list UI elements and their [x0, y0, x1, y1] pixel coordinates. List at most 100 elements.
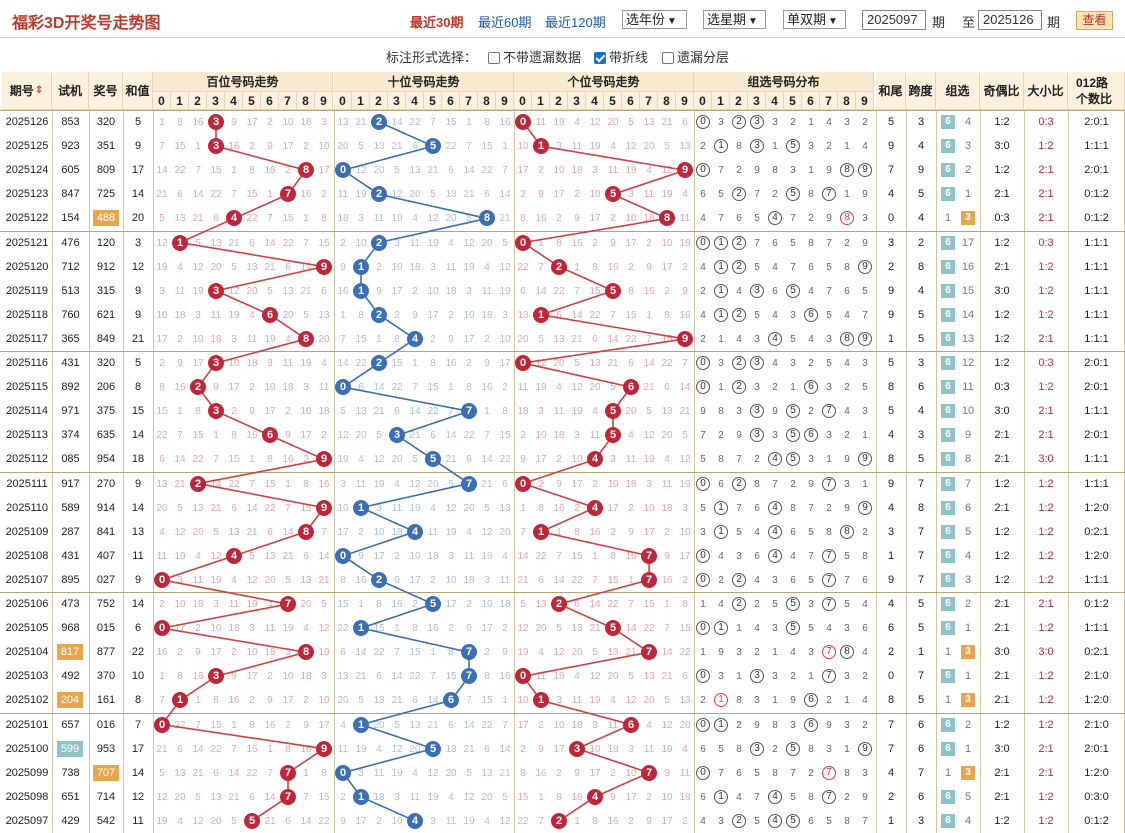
group-missing[interactable]: 1	[944, 766, 952, 779]
group-missing[interactable]: 14	[961, 308, 975, 321]
checkbox-checked-icon[interactable]	[594, 52, 606, 64]
group-digit-ring: 5	[786, 187, 800, 202]
missing-count: 5	[826, 309, 832, 321]
range-link-30[interactable]: 最近30期	[410, 15, 464, 30]
odd-even-ratio: 1:2	[994, 573, 1010, 586]
group-missing[interactable]: 11	[962, 381, 974, 394]
checkbox-icon[interactable]	[662, 52, 674, 64]
period-number: 2025100	[5, 742, 49, 755]
trial-number: 429	[61, 814, 80, 827]
group-missing[interactable]: 1	[944, 212, 952, 225]
sort-icon[interactable]: ⇕	[34, 85, 44, 96]
missing-count: 22	[481, 165, 493, 177]
missing-count: 1	[249, 454, 255, 466]
missing-count: 10	[463, 309, 475, 321]
group-missing[interactable]: 6	[964, 501, 972, 514]
group-missing[interactable]: 5	[964, 790, 972, 803]
option-with-lines[interactable]: 带折线	[594, 47, 648, 66]
sum-value: 17	[131, 742, 145, 755]
ball-units: 7	[641, 571, 657, 588]
missing-count: 1	[412, 358, 418, 369]
group-missing[interactable]: 4	[964, 549, 972, 562]
group-missing[interactable]: 16	[961, 260, 975, 273]
missing-count: 16	[625, 550, 637, 562]
group-missing[interactable]: 8	[964, 453, 972, 466]
missing-count: 20	[553, 358, 565, 369]
missing-count: 6	[159, 454, 165, 466]
missing-count: 5	[862, 285, 868, 297]
group-missing[interactable]: 1	[964, 670, 972, 683]
missing-count: 7	[790, 767, 796, 779]
ball-hund: 0	[154, 620, 170, 637]
range-link-120[interactable]: 最近120期	[545, 15, 606, 30]
missing-count: 8	[664, 309, 670, 321]
big-small-ratio: 1:2	[1038, 622, 1054, 635]
group-missing[interactable]: 1	[944, 694, 952, 707]
option-no-missing[interactable]: 不带遗漏数据	[488, 47, 581, 66]
group-missing[interactable]: 9	[964, 429, 972, 442]
from-period-input[interactable]: 2025097	[862, 10, 926, 30]
group-missing[interactable]: 3	[964, 573, 972, 586]
missing-count: 21	[391, 695, 403, 707]
missing-count: 16	[300, 743, 312, 755]
missing-count: 4	[484, 815, 490, 827]
ball-hund: 8	[298, 162, 314, 179]
group-missing[interactable]: 1	[964, 622, 972, 635]
missing-count: 17	[625, 237, 637, 249]
display-options: 标注形式选择： 不带遗漏数据 带折线 遗漏分层	[0, 42, 1125, 68]
to-period-input[interactable]: 2025126	[978, 10, 1042, 30]
group-missing[interactable]: 15	[961, 284, 975, 297]
group-missing[interactable]: 7	[964, 477, 972, 490]
group-missing[interactable]: 12	[961, 357, 975, 369]
parity-select[interactable]: 单双期 ▼	[783, 10, 846, 29]
digit-header: 0	[514, 92, 532, 110]
span-value: 9	[917, 164, 925, 177]
group-missing[interactable]: 5	[964, 525, 972, 538]
prize-number: 370	[96, 670, 116, 683]
year-select[interactable]: 选年份 ▼	[622, 10, 687, 29]
group-missing[interactable]: 2	[964, 598, 972, 610]
group-digit-ring: 2	[732, 380, 746, 395]
option-layered[interactable]: 遗漏分层	[662, 47, 729, 66]
missing-count: 6	[177, 743, 183, 755]
missing-count: 13	[337, 671, 349, 683]
group-missing[interactable]: 13	[961, 332, 975, 345]
group-missing[interactable]: 1	[944, 646, 952, 659]
missing-count: 5	[358, 695, 364, 707]
road-012-ratio: 0:2:1	[1084, 525, 1109, 538]
group-missing[interactable]: 4	[964, 814, 972, 827]
col-period[interactable]: 期号 ⇕	[2, 72, 52, 110]
group-missing[interactable]: 17	[961, 236, 975, 249]
group-missing[interactable]: 4	[964, 116, 972, 128]
ball-tens: 4	[407, 330, 423, 347]
missing-count: 5	[754, 309, 760, 321]
ball-units: 0	[515, 234, 531, 251]
checkbox-icon[interactable]	[488, 52, 500, 64]
missing-count: 21	[300, 285, 312, 297]
group-missing[interactable]: 2	[964, 164, 972, 177]
missing-count: 18	[445, 285, 457, 297]
missing-count: 7	[285, 502, 291, 514]
missing-count: 3	[574, 430, 580, 442]
range-link-60[interactable]: 最近60期	[478, 15, 532, 30]
missing-count: 17	[517, 719, 529, 731]
big-small-ratio: 1:2	[1038, 814, 1054, 827]
group-missing[interactable]: 1	[964, 188, 972, 201]
ball-units: 0	[515, 475, 531, 492]
missing-count: 1	[646, 309, 652, 321]
missing-count: 7	[195, 165, 201, 177]
missing-count: 20	[373, 165, 385, 177]
missing-count: 22	[246, 213, 258, 225]
missing-count: 9	[826, 213, 832, 225]
group-missing[interactable]: 1	[964, 742, 972, 755]
week-select[interactable]: 选星期 ▼	[703, 10, 766, 29]
missing-count: 13	[355, 406, 367, 418]
view-button[interactable]: 查看	[1076, 11, 1113, 30]
group-missing[interactable]: 2	[964, 718, 972, 731]
sum-value: 14	[131, 766, 145, 779]
group-missing[interactable]: 3	[964, 140, 972, 153]
group-missing[interactable]: 10	[961, 405, 975, 418]
missing-count: 6	[358, 382, 364, 394]
missing-count: 3	[826, 382, 832, 394]
big-small-ratio: 1:2	[1038, 501, 1054, 514]
